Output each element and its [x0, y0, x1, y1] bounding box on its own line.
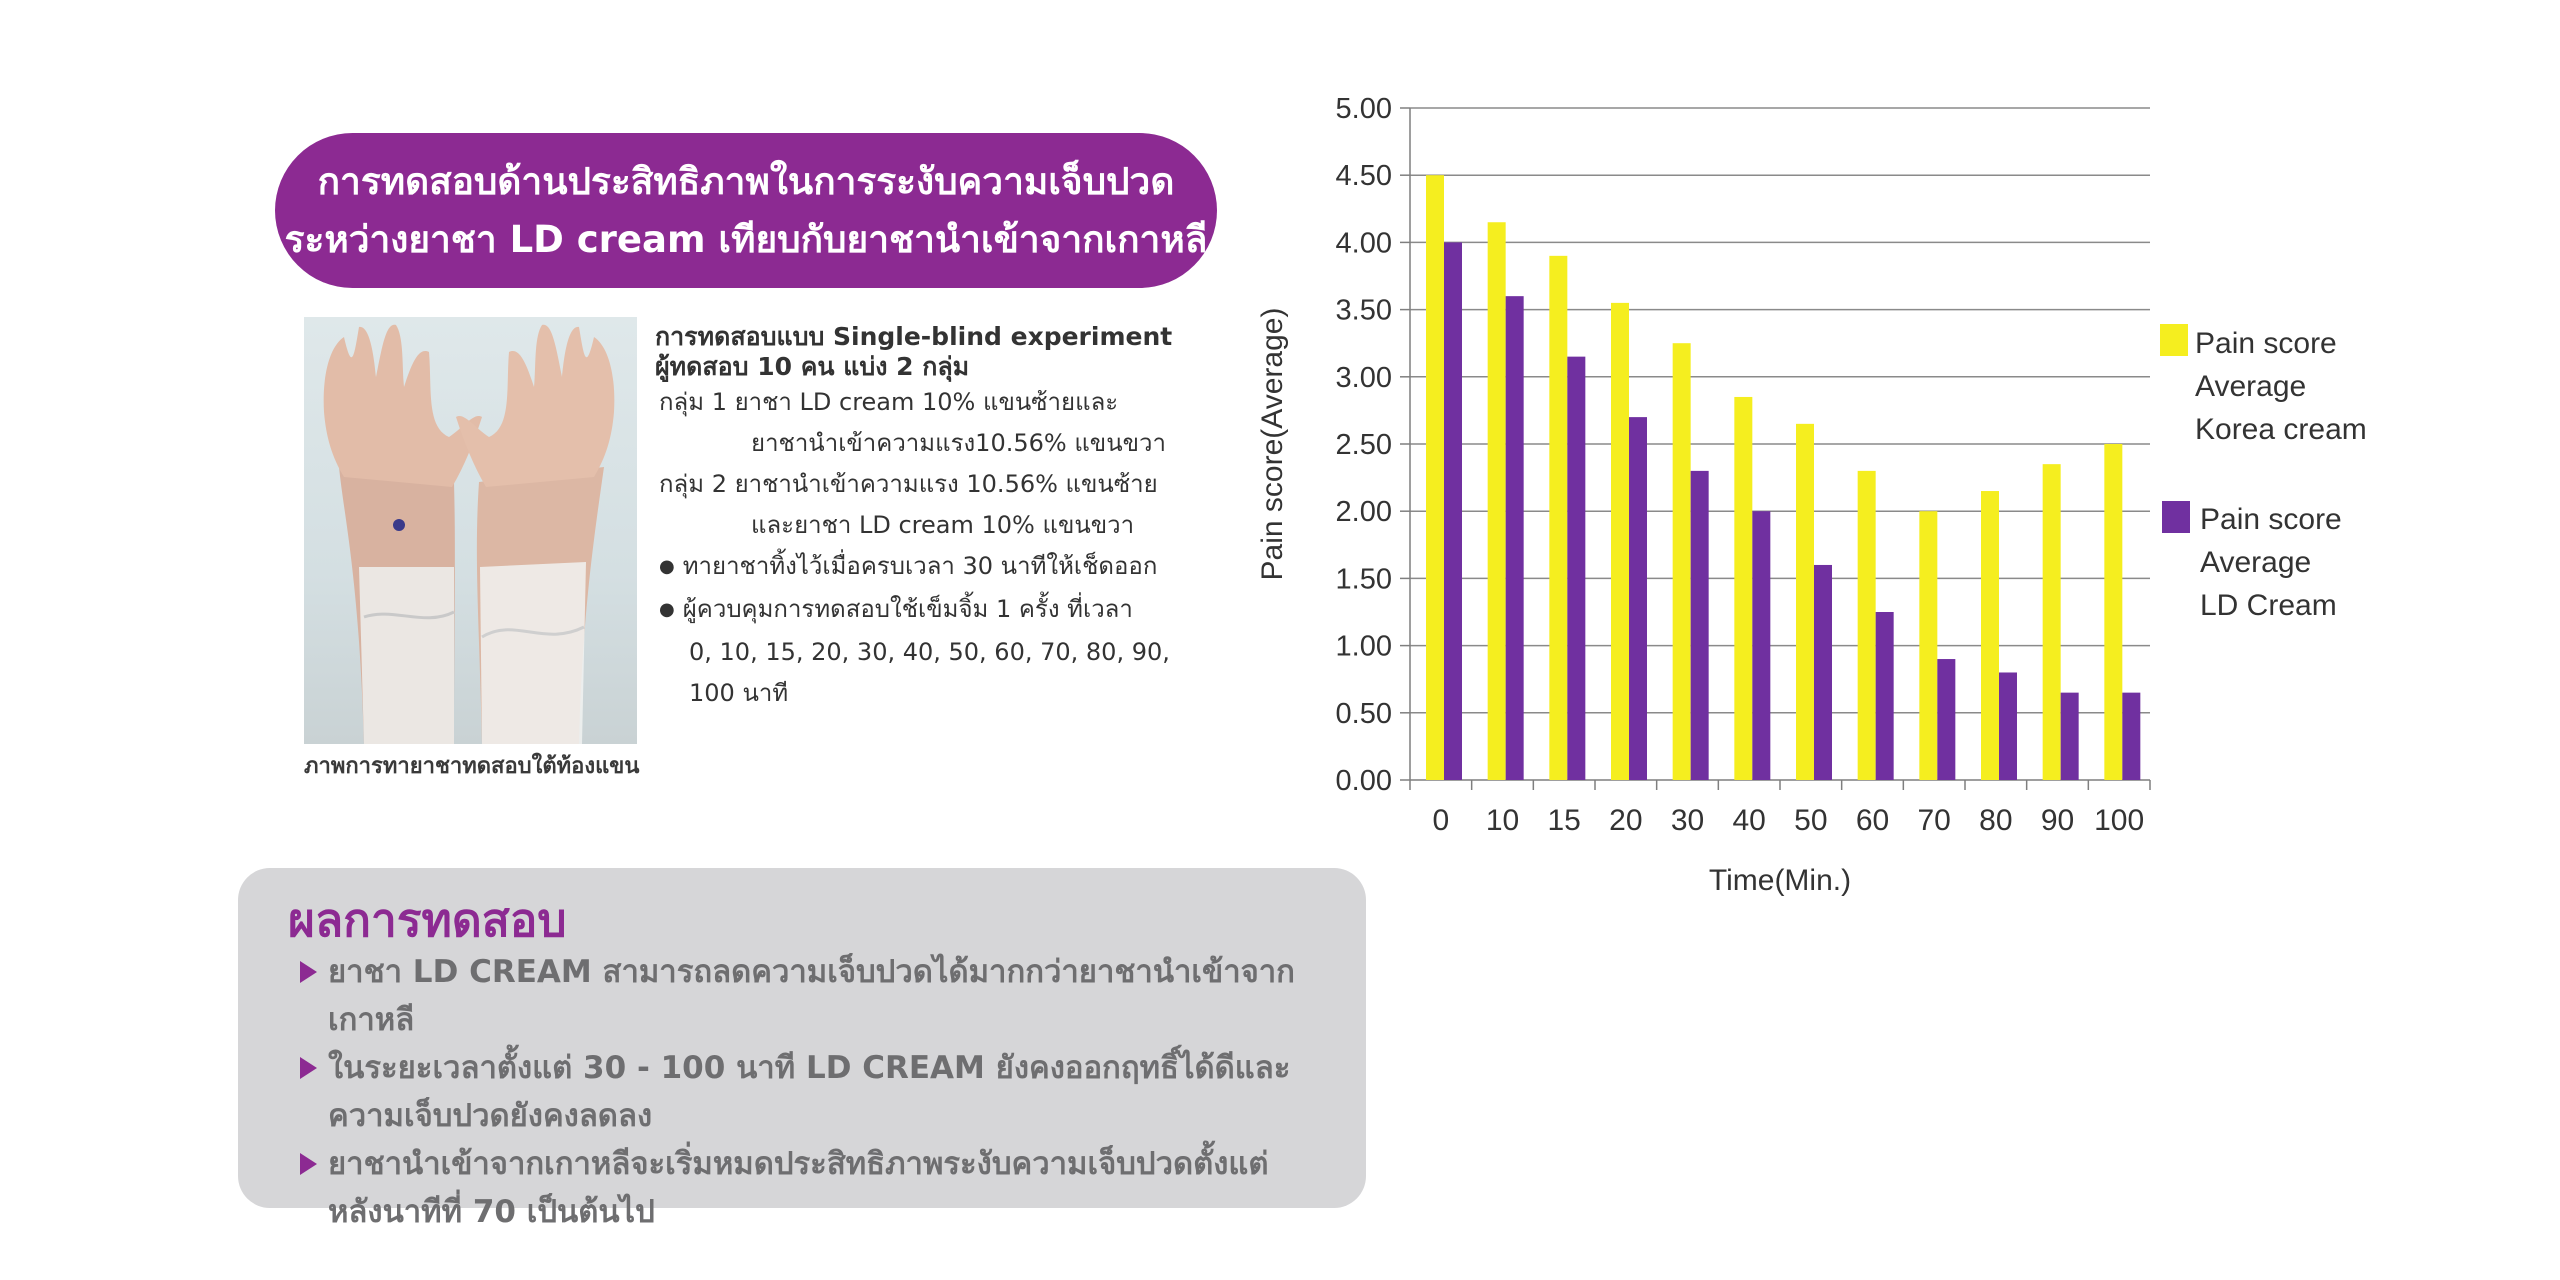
y-tick-label: 0.00: [1336, 765, 1392, 797]
result-item-1-text: ยาชา LD CREAM สามารถลดความเจ็บปวดได้มากก…: [328, 954, 1295, 1038]
y-tick-label: 4.00: [1336, 227, 1392, 259]
x-tick-label: 20: [1609, 804, 1642, 837]
method-heading-1: การทดสอบแบบ Single-blind experiment: [655, 322, 1173, 351]
result-item-3-text-b: หลังนาทีที่ 70 เป็นต้นไป: [328, 1194, 655, 1230]
x-tick-label: 50: [1794, 804, 1827, 837]
legend-korea: Pain score Average Korea cream: [2195, 322, 2367, 451]
result-item-2-text-b: ความเจ็บปวดยังคงลดลง: [328, 1098, 653, 1134]
y-tick-label: 4.50: [1336, 160, 1392, 192]
result-item-1: ยาชา LD CREAM สามารถลดความเจ็บปวดได้มากก…: [300, 948, 1350, 1044]
arrow-icon: [300, 1153, 317, 1175]
legend-korea-line-2: Average: [2195, 370, 2307, 403]
bar-ld-cream: [1567, 356, 1586, 780]
bullet-2: ผู้ควบคุมการทดสอบใช้เข็มจิ้ม 1 ครั้ง ที่…: [655, 589, 1215, 632]
y-tick-label: 5.00: [1336, 93, 1392, 125]
group1-line-b: ยาชานำเข้าความแรง10.56% แขนขวา: [751, 429, 1166, 457]
bar-ld-cream: [1875, 612, 1894, 780]
bar-ld-cream: [1999, 672, 2017, 780]
pain-score-chart: 0.00 0.50 1.00 1.50 2.00 2.50 3.00 3.50 4.00 4.50…: [1256, 93, 2151, 897]
legend-swatch-ld: [2162, 501, 2190, 533]
method-heading-2: ผู้ทดสอบ 10 คน แบ่ง 2 กลุ่ม: [655, 352, 970, 381]
bar-ld-cream: [1505, 296, 1524, 780]
legend-korea-line-3: Korea cream: [2195, 413, 2367, 446]
x-tick-label: 40: [1732, 804, 1765, 837]
banner-line-1: การทดสอบด้านประสิทธิภาพในการระงับความเจ็…: [317, 159, 1175, 203]
bar-korea-cream: [1487, 222, 1506, 781]
x-tick-label: 90: [2041, 804, 2074, 837]
bar-ld-cream: [2122, 692, 2141, 780]
bar-ld-cream: [1690, 470, 1709, 780]
x-tick-label: 0: [1432, 804, 1449, 837]
bar-korea-cream: [1857, 470, 1876, 780]
y-tick-label: 1.00: [1336, 631, 1392, 663]
photo-caption: ภาพการทายาชาทดสอบใต้ท้องแขน: [304, 754, 640, 779]
bar-ld-cream: [1629, 417, 1647, 780]
group1-line-a: กลุ่ม 1 ยาชา LD cream 10% แขนซ้ายและ: [659, 388, 1119, 416]
forearm-photo: [304, 317, 637, 744]
bar-ld-cream: [1937, 659, 1956, 780]
bar-korea-cream: [1981, 491, 1999, 780]
bar-ld-cream: [2060, 692, 2079, 780]
group2-line-a: กลุ่ม 2 ยาชานำเข้าความแรง 10.56% แขนซ้าย: [659, 470, 1158, 498]
result-item-2: ในระยะเวลาตั้งแต่ 30 - 100 นาที LD CREAM…: [300, 1044, 1350, 1140]
result-item-2-text-a: ในระยะเวลาตั้งแต่ 30 - 100 นาที LD CREAM…: [328, 1050, 1291, 1086]
x-tick-label: 60: [1856, 804, 1889, 837]
title-banner: การทดสอบด้านประสิทธิภาพในการระงับความเจ็…: [275, 133, 1217, 288]
bullet-1: ทายาชาทิ้งไว้เมื่อครบเวลา 30 นาทีให้เช็ด…: [655, 546, 1215, 589]
x-tick-label: 15: [1547, 804, 1580, 837]
bullet-2-line-c: 100 นาที: [689, 679, 789, 707]
bar-korea-cream: [1426, 175, 1444, 780]
legend-ld-line-2: Average: [2200, 546, 2312, 579]
x-tick-label: 10: [1486, 804, 1519, 837]
bar-korea-cream: [2042, 464, 2061, 780]
bullet-dot-icon: [659, 552, 683, 580]
x-tick-label: 100: [2094, 804, 2144, 837]
method-section: การทดสอบแบบ Single-blind experiment ผู้ท…: [655, 322, 1215, 714]
y-tick-label: 0.50: [1336, 698, 1392, 730]
bar-korea-cream: [1919, 511, 1938, 780]
bar-ld-cream: [1814, 564, 1832, 780]
legend-ld-line-3: LD Cream: [2200, 589, 2337, 622]
y-tick-label: 2.50: [1336, 429, 1392, 461]
y-axis-label: Pain score(Average): [1256, 308, 1289, 581]
bar-korea-cream: [1672, 343, 1691, 780]
legend-ld-line-1: Pain score: [2200, 503, 2342, 536]
y-tick-label: 1.50: [1336, 563, 1392, 595]
result-item-3-text-a: ยาชานำเข้าจากเกาหลีจะเริ่มหมดประสิทธิภาพ…: [328, 1146, 1269, 1182]
results-box: ผลการทดสอบ ยาชา LD CREAM สามารถลดความเจ็…: [238, 868, 1366, 1230]
bar-korea-cream: [1734, 396, 1753, 780]
legend-ld: Pain score Average LD Cream: [2200, 498, 2342, 627]
y-tick-label: 3.00: [1336, 362, 1392, 394]
bar-korea-cream: [1611, 302, 1629, 780]
bar-ld-cream: [1444, 242, 1462, 780]
x-axis-label: Time(Min.): [1709, 864, 1851, 897]
x-tick-label: 30: [1671, 804, 1704, 837]
bullet-2-line-b: 0, 10, 15, 20, 30, 40, 50, 60, 70, 80, 9…: [689, 638, 1170, 666]
bar-korea-cream: [1549, 255, 1568, 781]
chart-area: 0.00 0.50 1.00 1.50 2.00 2.50 3.00 3.50 4.00 4.50…: [1240, 60, 2560, 920]
y-tick-label: 3.50: [1336, 295, 1392, 327]
y-tick-label: 2.00: [1336, 496, 1392, 528]
arrow-icon: [300, 1057, 317, 1079]
legend-korea-line-1: Pain score: [2195, 327, 2337, 360]
bullet-2-text: ผู้ควบคุมการทดสอบใช้เข็มจิ้ม 1 ครั้ง ที่…: [682, 595, 1133, 623]
arrow-icon: [300, 961, 317, 983]
x-tick-label: 80: [1979, 804, 2012, 837]
result-item-3: ยาชานำเข้าจากเกาหลีจะเริ่มหมดประสิทธิภาพ…: [300, 1140, 1350, 1236]
results-title: ผลการทดสอบ: [288, 893, 567, 947]
bar-korea-cream: [2104, 444, 2123, 780]
bar-korea-cream: [1796, 423, 1814, 780]
bar-ld-cream: [1752, 511, 1771, 780]
results-list: ยาชา LD CREAM สามารถลดความเจ็บปวดได้มากก…: [300, 948, 1350, 1236]
x-tick-label: 70: [1917, 804, 1950, 837]
group2-line-b: และยาชา LD cream 10% แขนขวา: [751, 511, 1135, 539]
bullet-1-text: ทายาชาทิ้งไว้เมื่อครบเวลา 30 นาทีให้เช็ด…: [682, 552, 1158, 580]
banner-line-2: ระหว่างยาชา LD cream เทียบกับยาชานำเข้าจ…: [284, 217, 1208, 261]
legend-swatch-korea: [2160, 324, 2188, 356]
bullet-dot-icon: [659, 595, 683, 623]
